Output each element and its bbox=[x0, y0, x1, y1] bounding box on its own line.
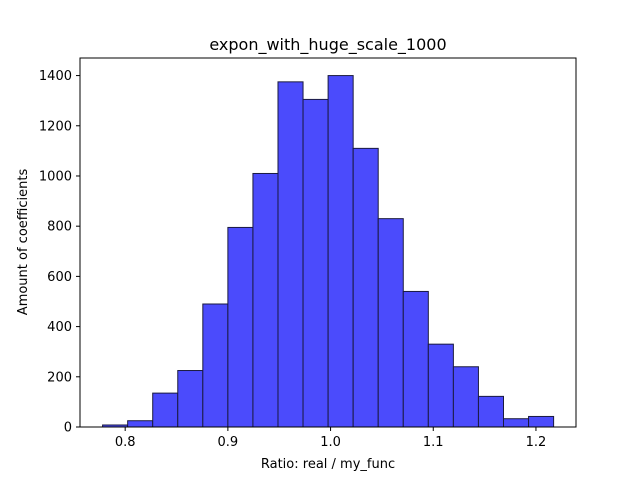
y-tick-label: 800 bbox=[47, 220, 72, 235]
y-axis-ticks: 0 200 400 600 800 1000 1200 1400 bbox=[39, 69, 80, 436]
x-tick-label: 0.8 bbox=[115, 435, 136, 450]
bars-group bbox=[102, 75, 555, 428]
histogram-bar bbox=[227, 226, 254, 428]
histogram-bar bbox=[402, 290, 429, 428]
histogram-bar bbox=[277, 81, 304, 428]
histogram-bar bbox=[177, 370, 204, 428]
y-tick-label: 400 bbox=[47, 320, 72, 335]
x-tick-label: 1.2 bbox=[526, 435, 547, 450]
histogram-bar bbox=[327, 75, 354, 428]
histogram-bar bbox=[352, 147, 379, 428]
histogram-bar bbox=[427, 343, 454, 428]
histogram-bar bbox=[302, 98, 329, 428]
y-tick-label: 200 bbox=[47, 370, 72, 385]
y-tick-label: 0 bbox=[64, 421, 72, 436]
histogram-bar bbox=[452, 366, 479, 428]
histogram-bar bbox=[528, 415, 555, 428]
x-tick-label: 1.1 bbox=[423, 435, 444, 450]
histogram-bar bbox=[252, 172, 279, 428]
histogram-bar bbox=[477, 395, 504, 428]
y-axis-label: Amount of coefficients bbox=[16, 169, 31, 316]
x-tick-label: 0.9 bbox=[218, 435, 239, 450]
histogram-bar bbox=[502, 418, 530, 428]
y-tick-label: 600 bbox=[47, 270, 72, 285]
chart-title: expon_with_huge_scale_1000 bbox=[209, 35, 446, 55]
y-tick-label: 1400 bbox=[39, 69, 72, 84]
histogram-bar bbox=[377, 218, 404, 428]
y-tick-label: 1200 bbox=[39, 119, 72, 134]
histogram-bar bbox=[152, 392, 179, 428]
x-axis-label: Ratio: real / my_func bbox=[261, 457, 395, 472]
x-tick-label: 1.0 bbox=[320, 435, 341, 450]
histogram-bar bbox=[127, 420, 154, 428]
y-tick-label: 1000 bbox=[39, 169, 72, 184]
histogram-bar bbox=[202, 303, 229, 428]
plot-frame bbox=[79, 57, 577, 428]
x-axis-ticks: 0.8 0.9 1.0 1.1 1.2 bbox=[115, 427, 546, 450]
